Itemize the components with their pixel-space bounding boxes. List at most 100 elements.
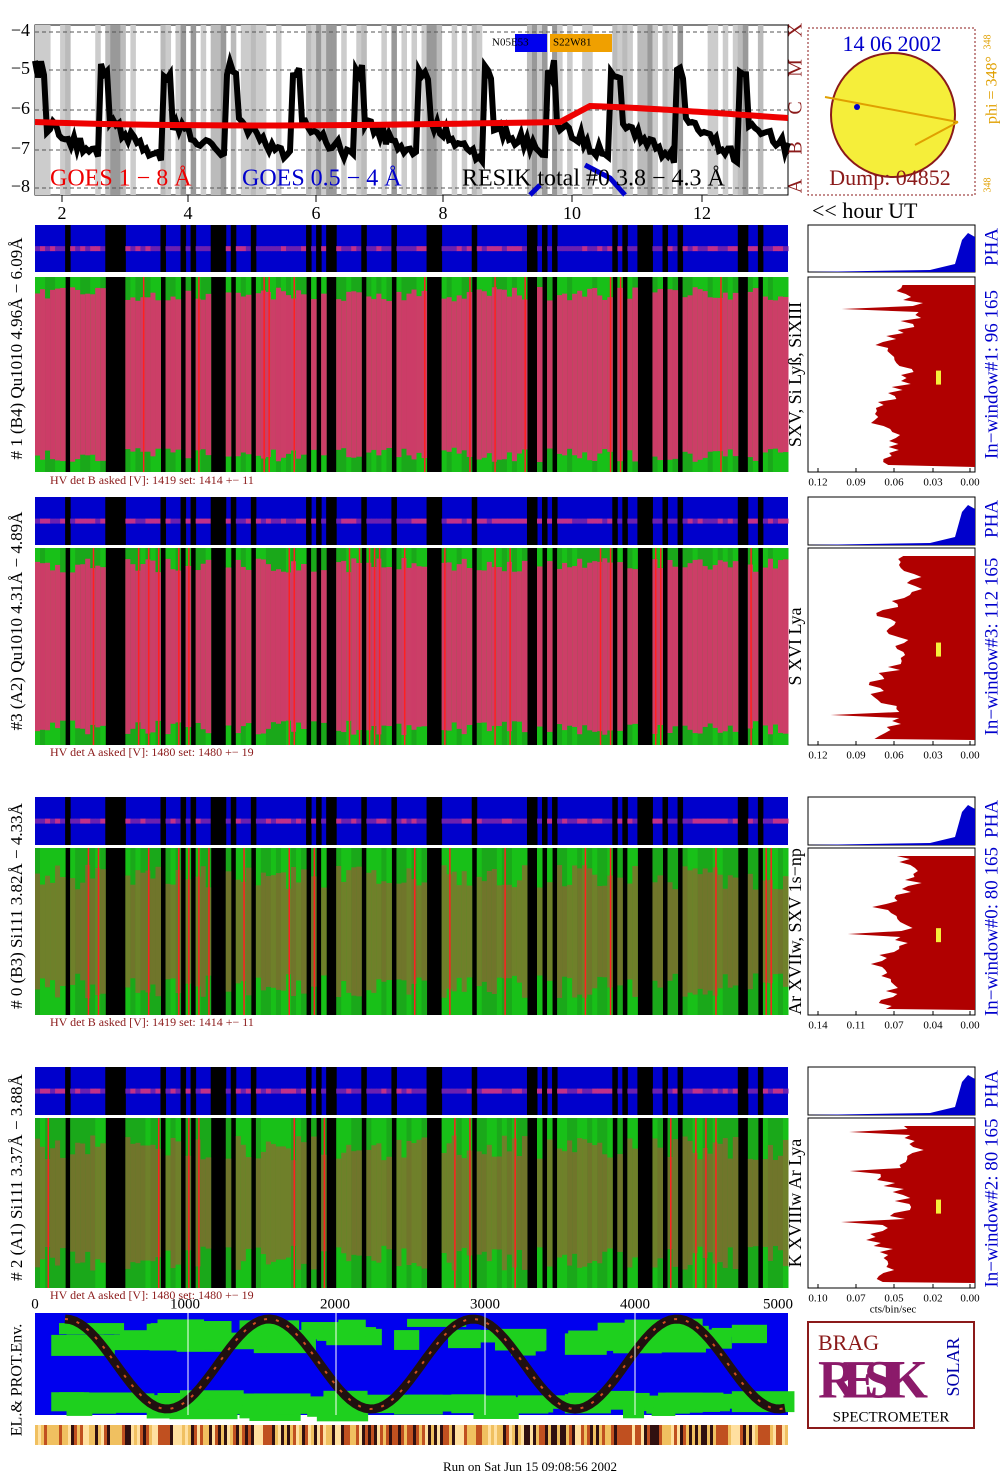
goes-label: GOES 1 − 8 Å bbox=[50, 166, 192, 192]
env-stripe bbox=[92, 1425, 95, 1445]
strip-band bbox=[547, 818, 553, 824]
env-stripe bbox=[431, 1425, 434, 1445]
strip-band bbox=[456, 518, 463, 524]
gap-column bbox=[757, 225, 764, 272]
gap-column bbox=[160, 1067, 167, 1115]
spectrum-core bbox=[632, 569, 638, 724]
env-stripe bbox=[443, 1425, 446, 1445]
spectrum-core bbox=[632, 1148, 638, 1258]
gap-column bbox=[552, 1067, 558, 1115]
strip-band bbox=[421, 1088, 428, 1094]
strip-band bbox=[476, 818, 483, 824]
strip-band bbox=[291, 818, 297, 824]
spectrum-core bbox=[80, 564, 86, 729]
spectrum-core bbox=[486, 561, 493, 732]
gap-column bbox=[160, 225, 167, 272]
env-stripe bbox=[35, 1425, 38, 1445]
spectrum-core bbox=[782, 559, 789, 734]
spectrum-core bbox=[777, 560, 784, 733]
spectrum-line bbox=[323, 1118, 326, 1288]
env-stripe bbox=[206, 1425, 209, 1445]
env-stripe bbox=[386, 1425, 389, 1445]
env-stripe bbox=[770, 1425, 773, 1445]
spectrum-core bbox=[366, 872, 372, 991]
spectrum-core bbox=[225, 292, 232, 457]
env-stripe bbox=[470, 1425, 473, 1445]
hist-tick-label: 0.09 bbox=[846, 750, 866, 762]
env-stripe bbox=[158, 1425, 161, 1445]
spectrum-core bbox=[406, 1140, 412, 1266]
spectrum-core bbox=[702, 868, 709, 995]
env-stripe bbox=[155, 1425, 158, 1445]
strip-band bbox=[707, 518, 714, 524]
strip-band bbox=[491, 1088, 498, 1094]
spectrum-core bbox=[381, 299, 387, 450]
x-tick-label: 0 bbox=[31, 1296, 39, 1312]
strip-band bbox=[682, 818, 689, 824]
env-stripe bbox=[740, 1425, 743, 1445]
strip-band bbox=[296, 818, 302, 824]
strip-band bbox=[466, 518, 473, 524]
gap-column bbox=[742, 225, 749, 272]
env-stripe bbox=[689, 1425, 692, 1445]
env-patch bbox=[58, 1392, 90, 1411]
spectrum-core bbox=[577, 1138, 583, 1268]
spectrum-core bbox=[55, 865, 61, 998]
strip-band bbox=[225, 246, 232, 252]
env-patch bbox=[182, 1321, 232, 1337]
strip-band bbox=[697, 246, 704, 252]
strip-band bbox=[275, 818, 282, 824]
env-stripe bbox=[71, 1425, 74, 1445]
spectrum-core bbox=[732, 292, 739, 457]
strip-band bbox=[537, 246, 543, 252]
spectrum-core bbox=[296, 1136, 302, 1270]
spectrum-core bbox=[672, 290, 679, 459]
strip-band bbox=[687, 818, 694, 824]
strip-band bbox=[85, 818, 91, 824]
strip-band bbox=[592, 818, 598, 824]
strip-band bbox=[195, 818, 202, 824]
spectrum-core bbox=[547, 882, 553, 981]
coverage-band bbox=[240, 25, 247, 195]
env-stripe bbox=[758, 1425, 761, 1445]
env-stripe bbox=[497, 1425, 500, 1445]
spectrum-core bbox=[667, 882, 674, 981]
strip-band bbox=[627, 518, 633, 524]
spectrum-core bbox=[692, 868, 699, 995]
strip-band bbox=[602, 818, 608, 824]
strip-band bbox=[366, 818, 372, 824]
hist-tick-label: 0.07 bbox=[846, 1293, 866, 1305]
spectrum-line bbox=[609, 848, 612, 1015]
env-patch bbox=[338, 1395, 406, 1406]
env-stripe bbox=[614, 1425, 617, 1445]
spectrum-core bbox=[235, 292, 242, 457]
env-patch bbox=[451, 1333, 521, 1343]
env-stripe bbox=[332, 1425, 335, 1445]
strip-band bbox=[627, 246, 633, 252]
strip-band bbox=[260, 518, 267, 524]
env-stripe bbox=[305, 1425, 308, 1445]
strip-band bbox=[446, 818, 453, 824]
window-marker bbox=[936, 928, 941, 943]
env-stripe bbox=[560, 1425, 563, 1445]
strip-band bbox=[486, 1088, 493, 1094]
spectrum-core bbox=[336, 866, 342, 997]
env-stripe bbox=[563, 1425, 566, 1445]
env-stripe bbox=[773, 1425, 776, 1445]
env-stripe bbox=[104, 1425, 107, 1445]
env-stripe bbox=[59, 1425, 62, 1445]
strip-band bbox=[371, 1088, 377, 1094]
strip-band bbox=[50, 246, 56, 252]
env-stripe bbox=[557, 1425, 560, 1445]
env-stripe bbox=[500, 1425, 503, 1445]
strip-band bbox=[336, 818, 342, 824]
strip-band bbox=[406, 818, 412, 824]
spectrum-core bbox=[727, 299, 734, 450]
strip-band bbox=[311, 1088, 317, 1094]
env-stripe bbox=[224, 1425, 227, 1445]
spectrum-core bbox=[155, 300, 161, 449]
strip-band bbox=[767, 518, 774, 524]
spectrum-core bbox=[50, 882, 56, 981]
env-orbit-highlight bbox=[64, 1317, 786, 1411]
gap-column bbox=[306, 497, 312, 545]
